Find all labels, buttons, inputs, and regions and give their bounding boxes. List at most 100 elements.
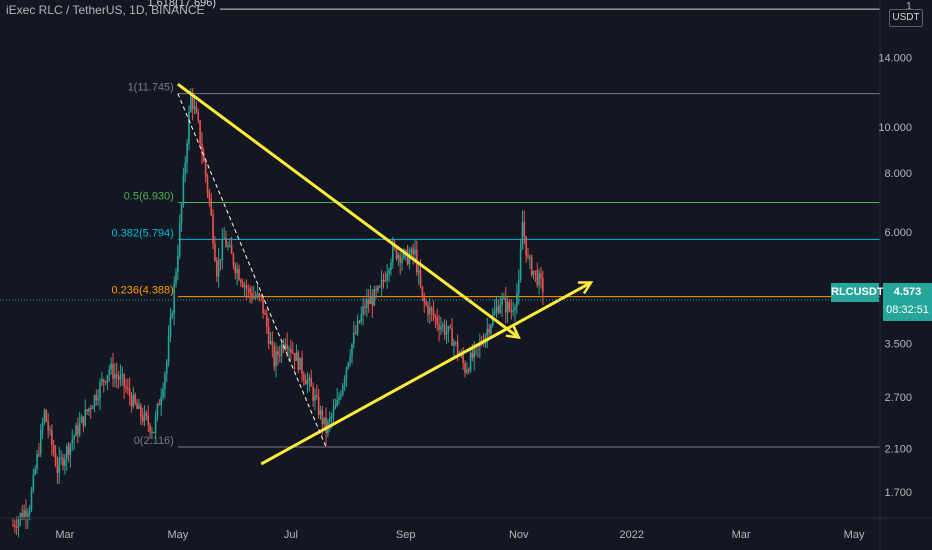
candle-body — [451, 327, 453, 346]
time-tick-label: Mar — [55, 529, 74, 541]
candle-body — [164, 374, 166, 390]
candle-body — [410, 248, 413, 255]
candle-body — [84, 409, 87, 426]
candle-body — [519, 249, 522, 280]
candle-body — [321, 409, 324, 424]
time-tick-label: May — [167, 529, 188, 541]
candle-body — [540, 273, 542, 278]
candle-body — [202, 153, 205, 162]
candle-body — [386, 273, 388, 281]
candle-body — [338, 397, 340, 400]
symbol-badge: RLCUSDT — [831, 283, 884, 302]
candle-body — [488, 328, 490, 334]
candle-body — [34, 469, 36, 474]
candle-body — [314, 395, 316, 401]
lower-trendline[interactable] — [260, 281, 592, 466]
price-tick-label: 3.500 — [884, 338, 912, 350]
fib-diagonal[interactable] — [177, 93, 327, 448]
candle-body — [482, 343, 485, 345]
candle-body — [127, 387, 129, 389]
candle-body — [312, 386, 314, 401]
candle-body — [412, 248, 414, 255]
price-axis[interactable]: 1.700 2.100 2.700 3.500 6.000 8.000 10.000 14.0… — [878, 1, 912, 500]
candle-body — [504, 297, 507, 313]
candle-body — [215, 260, 218, 277]
candle-body — [538, 273, 540, 286]
candle-body — [32, 473, 35, 491]
lower-trendline-arrowhead — [577, 281, 594, 295]
candle-body — [180, 203, 183, 223]
candle-body — [97, 398, 99, 401]
price-tick-label: 10.000 — [878, 122, 912, 134]
candle-body — [47, 421, 49, 431]
candle-body — [525, 235, 527, 256]
candle-body — [490, 325, 492, 334]
candle-body — [195, 106, 198, 113]
candle-body — [182, 175, 185, 204]
candle-body — [506, 302, 509, 313]
candle-body — [234, 265, 237, 274]
trendline-drawings[interactable] — [176, 82, 594, 466]
candle-body — [467, 369, 470, 371]
candle-body — [104, 381, 107, 383]
candle-body — [56, 465, 59, 474]
candle-body — [441, 325, 444, 327]
fibonacci-retracement[interactable]: 1.618(17.696) 1(11.745) 0.5(6.930) 0.382(5.… — [111, 0, 880, 448]
candle-body — [71, 439, 74, 444]
candle-body — [343, 378, 346, 386]
fib-level-label: 1.618(17.696) — [148, 0, 217, 9]
candle-body — [158, 403, 161, 406]
time-axis[interactable]: Mar May Jul Sep Nov 2022 Mar May — [55, 529, 865, 541]
candle-body — [101, 379, 103, 383]
candle-body — [26, 513, 29, 517]
candle-body — [162, 389, 164, 398]
candle-body — [419, 270, 422, 287]
time-tick-label: Nov — [509, 529, 529, 541]
candle-body — [41, 422, 44, 430]
candle-body — [165, 361, 168, 375]
candle-body — [529, 257, 531, 259]
candle-body — [434, 315, 437, 318]
candle-body — [456, 342, 459, 355]
candle-body — [128, 388, 131, 397]
candle-body — [210, 199, 212, 216]
bar-countdown: 08:32:51 — [886, 304, 929, 316]
candle-body — [275, 351, 277, 367]
candle-body — [184, 162, 187, 176]
candle-body — [388, 270, 390, 274]
candle-body — [130, 396, 133, 407]
candle-body — [534, 270, 537, 272]
candle-body — [219, 259, 222, 261]
candle-body — [190, 92, 192, 112]
candle-body — [80, 416, 83, 423]
candle-body — [510, 309, 513, 312]
candle-body — [399, 255, 401, 263]
candle-body — [454, 342, 457, 344]
candle-body — [284, 344, 287, 349]
candle-body — [119, 375, 122, 380]
price-tick-label: 8.000 — [884, 168, 912, 180]
candle-body — [262, 296, 264, 314]
candle-body — [334, 405, 337, 409]
candle-body — [151, 431, 153, 433]
candle-body — [65, 446, 68, 459]
candle-body — [336, 399, 338, 406]
candle-body — [221, 238, 224, 261]
candle-body — [193, 106, 196, 109]
candle-body — [171, 312, 174, 318]
candle-body — [136, 402, 138, 409]
candle-body — [297, 352, 300, 370]
candle-body — [471, 352, 474, 358]
candle-body — [138, 405, 140, 409]
upper-trendline[interactable] — [176, 82, 520, 339]
candle-body — [495, 306, 498, 311]
candle-body — [440, 326, 442, 330]
candle-body — [290, 348, 292, 353]
candle-body — [19, 513, 22, 520]
candle-body — [245, 285, 248, 289]
currency-label[interactable]: USDT — [889, 9, 923, 27]
candle-body — [249, 288, 251, 294]
candle-body — [508, 302, 511, 310]
chart-title: iExec RLC / TetherUS, 1D, BINANCE — [6, 3, 205, 17]
